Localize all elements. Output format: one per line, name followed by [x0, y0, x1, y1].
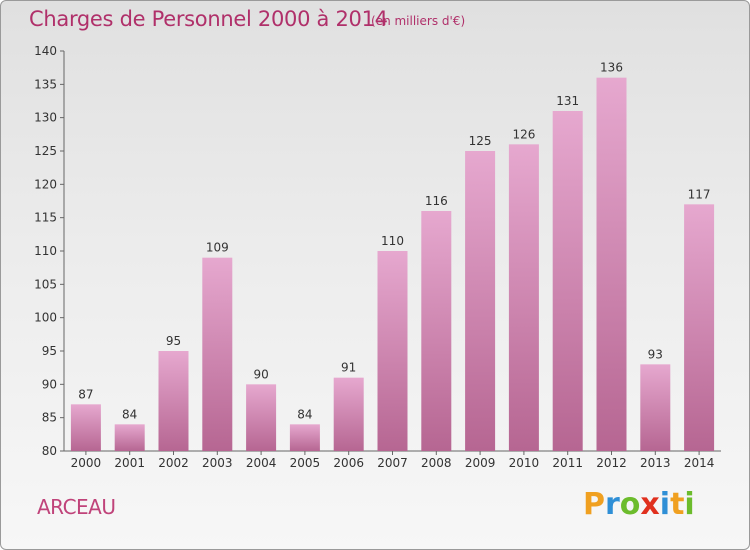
bar — [377, 251, 408, 451]
data-label: 84 — [297, 407, 312, 421]
y-tick-label: 125 — [34, 144, 57, 158]
x-tick-label: 2010 — [509, 456, 540, 470]
data-label: 110 — [381, 234, 404, 248]
place-name: ARCEAU — [37, 495, 116, 519]
data-label: 93 — [648, 347, 663, 361]
y-tick-label: 135 — [34, 77, 57, 91]
x-tick-label: 2005 — [290, 456, 321, 470]
y-tick-label: 115 — [34, 211, 57, 225]
x-tick-label: 2002 — [158, 456, 189, 470]
x-tick-label: 2000 — [71, 456, 102, 470]
bar — [289, 424, 320, 451]
bar — [333, 377, 364, 451]
bar — [684, 204, 715, 451]
bar — [202, 257, 233, 451]
x-tick-label: 2001 — [114, 456, 145, 470]
x-tick-label: 2009 — [465, 456, 496, 470]
y-tick-label: 140 — [34, 44, 57, 58]
bar — [70, 404, 101, 451]
data-label: 91 — [341, 361, 356, 375]
x-tick-label: 2006 — [333, 456, 364, 470]
y-tick-label: 100 — [34, 311, 57, 325]
bar — [158, 351, 189, 451]
x-tick-label: 2011 — [552, 456, 583, 470]
x-tick-label: 2013 — [640, 456, 671, 470]
bar — [114, 424, 145, 451]
y-tick-label: 85 — [42, 411, 57, 425]
y-tick-label: 90 — [42, 377, 57, 391]
x-tick-label: 2004 — [246, 456, 277, 470]
data-label: 125 — [469, 134, 492, 148]
unit-note: (en milliers d'€) — [371, 14, 466, 28]
bar — [552, 111, 583, 451]
x-tick-label: 2012 — [596, 456, 627, 470]
data-label: 90 — [253, 367, 268, 381]
y-tick-label: 120 — [34, 177, 57, 191]
data-label: 84 — [122, 407, 137, 421]
y-tick-label: 80 — [42, 444, 57, 458]
bar — [640, 364, 671, 451]
bar — [246, 384, 277, 451]
y-tick-label: 95 — [42, 344, 57, 358]
data-label: 131 — [556, 94, 579, 108]
y-tick-label: 105 — [34, 277, 57, 291]
x-tick-label: 2008 — [421, 456, 452, 470]
data-label: 87 — [78, 387, 93, 401]
x-tick-label: 2014 — [684, 456, 715, 470]
y-tick-label: 130 — [34, 111, 57, 125]
bar — [465, 151, 496, 451]
x-tick-label: 2007 — [377, 456, 408, 470]
data-label: 126 — [512, 127, 535, 141]
y-tick-label: 110 — [34, 244, 57, 258]
chart-title: Charges de Personnel 2000 à 2014 — [29, 7, 388, 31]
data-label: 95 — [166, 334, 181, 348]
bar — [596, 77, 627, 452]
data-label: 136 — [600, 61, 623, 75]
data-label: 109 — [206, 241, 229, 255]
data-label: 117 — [688, 187, 711, 201]
bar — [508, 144, 539, 452]
proxiti-logo: Proxiti — [583, 487, 695, 522]
data-label: 116 — [425, 194, 448, 208]
bar — [421, 211, 452, 451]
x-tick-label: 2003 — [202, 456, 233, 470]
